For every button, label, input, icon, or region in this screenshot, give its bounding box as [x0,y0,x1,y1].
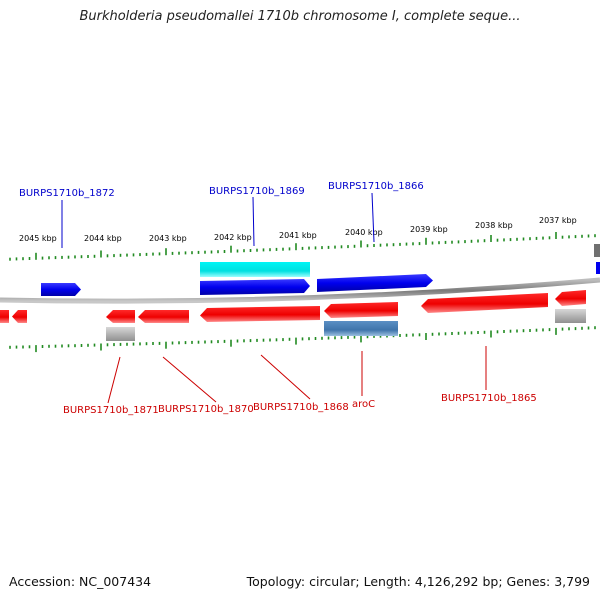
feature-cyan[interactable] [200,262,310,277]
gene-burps1710b-1871[interactable] [106,310,135,323]
gene-reverse-partial-2[interactable] [12,310,27,323]
accession-text: Accession: NC_007434 [9,574,152,589]
gene-reverse-partial[interactable] [0,310,9,323]
scale-label: 2044 kbp [84,234,122,243]
scale-label: 2040 kbp [345,228,383,237]
lower-tick-track [9,326,596,353]
gene-aroc[interactable] [324,302,398,318]
gene-burps1710b-1865[interactable] [421,293,548,313]
gene-burps1710b-1869[interactable] [200,279,310,295]
gene-label-aroc[interactable]: aroC [352,399,375,410]
feature-gray[interactable] [106,327,135,341]
leader-line [260,354,311,400]
gene-label-burps1710b-1871[interactable]: BURPS1710b_1871 [63,405,159,416]
gene-forward-partial[interactable] [596,262,600,274]
feature-gray-stub[interactable] [594,244,600,257]
gene-burps1710b-1872[interactable] [41,283,81,296]
leader-line [162,356,217,403]
gene-label-burps1710b-1869[interactable]: BURPS1710b_1869 [209,186,305,197]
gene-reverse-right[interactable] [555,290,586,306]
gene-burps1710b-1866[interactable] [317,274,433,292]
gene-burps1710b-1870[interactable] [138,310,189,323]
scale-label: 2038 kbp [475,221,513,230]
gene-label-burps1710b-1872[interactable]: BURPS1710b_1872 [19,188,115,199]
feature-steelblue[interactable] [324,321,398,336]
scale-label: 2037 kbp [539,216,577,225]
scale-label: 2045 kbp [19,234,57,243]
sequence-title: Burkholderia pseudomallei 1710b chromoso… [79,9,521,24]
gene-label-burps1710b-1865[interactable]: BURPS1710b_1865 [441,393,537,404]
scale-label: 2043 kbp [149,234,187,243]
topology-summary: Topology: circular; Length: 4,126,292 bp… [246,574,590,589]
gene-label-burps1710b-1868[interactable]: BURPS1710b_1868 [253,402,349,413]
gene-label-burps1710b-1870[interactable]: BURPS1710b_1870 [158,404,254,415]
scale-label: 2039 kbp [410,225,448,234]
gene-burps1710b-1868[interactable] [200,306,320,322]
feature-gray-right[interactable] [555,309,586,323]
chromosome-backbone [0,277,600,304]
gene-label-burps1710b-1866[interactable]: BURPS1710b_1866 [328,181,424,192]
leader-line [107,356,121,404]
leader-line [252,196,255,247]
scale-label: 2042 kbp [214,233,252,242]
leader-line [371,192,375,243]
scale-label: 2041 kbp [279,231,317,240]
upper-tick-track [9,232,596,261]
